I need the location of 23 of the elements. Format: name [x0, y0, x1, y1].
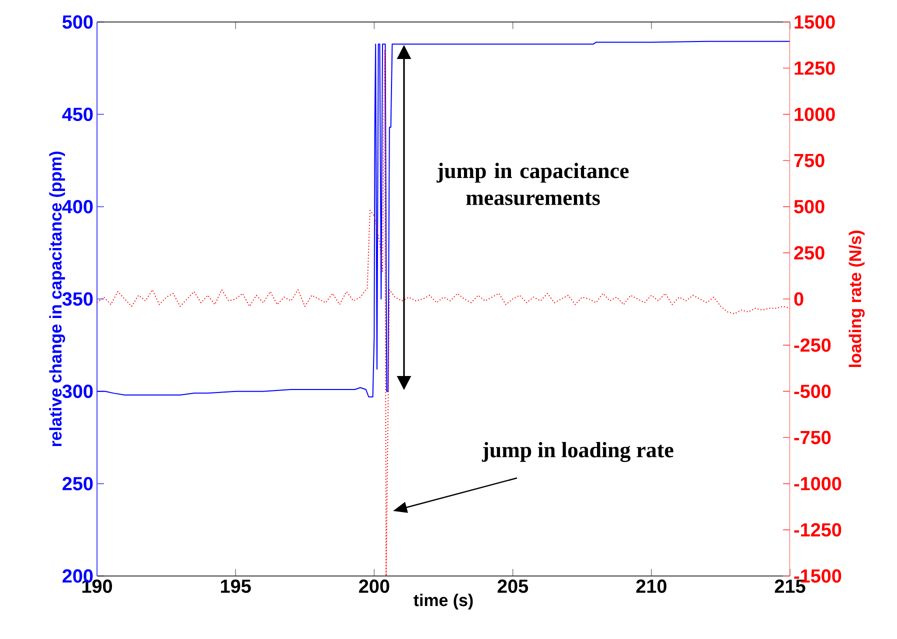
x-tick-label: 200	[359, 580, 390, 593]
y2-tick-label: -750	[794, 430, 831, 444]
y2-axis-title: loading rate (N/s)	[848, 230, 865, 367]
y2-tick-label: -250	[794, 338, 831, 352]
y-tick-label: 450	[62, 108, 93, 122]
y2-tick-label: -1000	[794, 476, 842, 490]
annotation: jump in capacitance measurements	[436, 162, 629, 206]
y2-tick-label: 0	[794, 292, 804, 306]
y2-tick-label: -1250	[794, 523, 842, 537]
y2-tick-label: 1000	[794, 108, 835, 122]
x-tick-label: 210	[636, 580, 666, 593]
y2-tick-label: 1500	[794, 15, 835, 29]
y2-tick-label: -500	[794, 384, 831, 398]
y-tick-label: 500	[62, 15, 93, 29]
x-tick-label: 195	[220, 580, 251, 593]
annotation: jump in loading rate	[482, 442, 674, 462]
x-axis-title: time (s)	[414, 594, 473, 610]
y2-tick-label: 250	[794, 246, 824, 260]
y2-tick-label: 750	[794, 154, 824, 168]
y-tick-label: 250	[62, 476, 93, 490]
y2-tick-label: 1250	[794, 61, 835, 75]
y2-tick-label: 500	[794, 200, 824, 214]
x-tick-label: 205	[498, 580, 528, 593]
